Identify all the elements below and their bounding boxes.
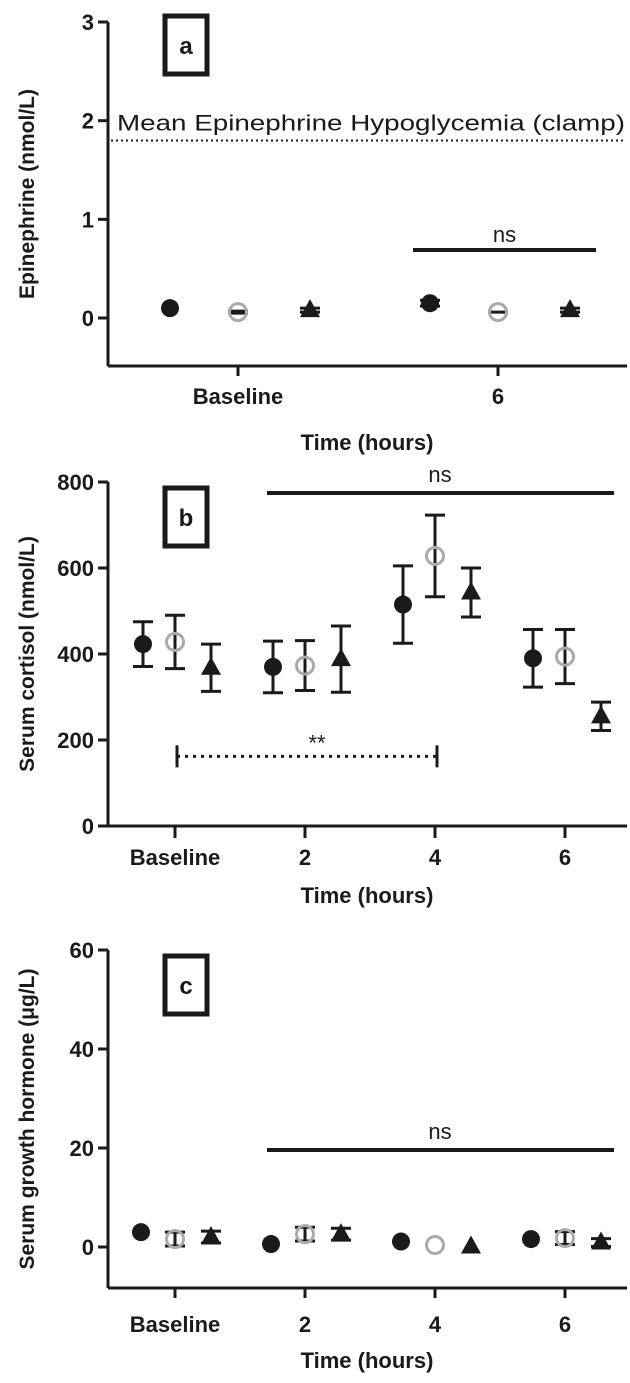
data-point-triangle <box>331 1223 351 1242</box>
panel-b: 0 200 400 600 800 Baseline 2 4 6 Time (hours) Seru… <box>16 462 627 908</box>
y-tick-label: 1 <box>82 207 94 232</box>
panel-c: 0 20 40 60 Baseline 2 4 6 Time (hours) Serum grow… <box>16 938 627 1373</box>
data-point-filled-circle <box>421 294 439 313</box>
significance-label: ns <box>428 462 451 487</box>
x-tick-label: 6 <box>559 1312 571 1337</box>
significance-label: ns <box>428 1119 451 1144</box>
x-axis-label: Time (hours) <box>301 883 434 908</box>
x-tick-label: 4 <box>429 1312 442 1337</box>
data-point-triangle <box>461 581 481 600</box>
data-point-open-circle <box>425 1235 445 1256</box>
data-point-triangle <box>201 656 221 675</box>
data-point-open-circle <box>295 1224 315 1245</box>
x-tick-label: Baseline <box>130 1312 221 1337</box>
x-tick-label: 2 <box>299 1312 311 1337</box>
x-tick-label: 6 <box>492 384 504 409</box>
x-tick-label: Baseline <box>193 384 284 409</box>
y-axis-label: Serum cortisol (nmol/L) <box>16 536 39 772</box>
data-point-filled-circle <box>524 649 542 668</box>
data-point-filled-circle <box>262 1235 280 1254</box>
y-tick-label: 40 <box>70 1037 94 1062</box>
data-point-filled-circle <box>264 657 282 676</box>
y-tick-label: 20 <box>70 1136 94 1161</box>
data-point-triangle <box>331 648 351 667</box>
data-point-open-circle <box>425 545 445 566</box>
reference-line-label: Mean Epinephrine Hypoglycemia (clamp) <box>117 111 625 136</box>
data-point-triangle <box>591 1231 611 1250</box>
data-point-triangle <box>560 299 580 318</box>
y-tick-label: 0 <box>82 814 94 839</box>
y-tick-label: 800 <box>57 470 94 495</box>
data-point-open-circle <box>555 1228 575 1249</box>
panel-label-box <box>162 485 210 549</box>
panel-label: c <box>179 973 192 1000</box>
data-point-filled-circle <box>161 299 179 318</box>
panel-label-box <box>162 13 210 77</box>
y-tick-label: 3 <box>82 10 94 35</box>
y-tick-label: 2 <box>82 109 94 134</box>
data-point-open-circle <box>165 1229 185 1250</box>
y-tick-label: 0 <box>82 1235 94 1260</box>
data-point-triangle <box>461 1235 481 1254</box>
data-point-open-circle <box>228 302 248 323</box>
data-point-triangle <box>300 299 320 318</box>
y-tick-label: 0 <box>82 306 94 331</box>
panel-label: b <box>179 505 194 532</box>
y-tick-label: 400 <box>57 642 94 667</box>
data-point-triangle <box>591 705 611 724</box>
panel-label-box <box>162 953 210 1017</box>
y-tick-label: 600 <box>57 556 94 581</box>
y-axis-label: Epinephrine (nmol/L) <box>16 89 39 299</box>
y-tick-label: 60 <box>70 938 94 963</box>
x-tick-label: 6 <box>559 845 571 870</box>
panel-label: a <box>179 33 193 60</box>
significance-label: ns <box>493 222 516 247</box>
data-point-filled-circle <box>134 635 152 654</box>
data-point-triangle <box>201 1226 221 1245</box>
data-point-filled-circle <box>132 1223 150 1242</box>
data-point-filled-circle <box>392 1232 410 1251</box>
x-tick-label: Baseline <box>130 845 221 870</box>
data-point-open-circle <box>295 655 315 676</box>
y-axis-label: Serum growth hormone (μg/L) <box>16 968 39 1269</box>
significance-label: ** <box>308 730 326 755</box>
data-point-filled-circle <box>522 1230 540 1249</box>
x-axis-label: Time (hours) <box>301 1348 434 1373</box>
data-point-open-circle <box>555 646 575 667</box>
x-axis-label: Time (hours) <box>301 430 434 455</box>
data-point-open-circle <box>165 631 185 652</box>
data-point-filled-circle <box>394 595 412 614</box>
panel-a: 0 1 2 3 Baseline 6 Time (hours) Epinephrine (nm… <box>16 10 627 455</box>
x-tick-label: 4 <box>429 845 442 870</box>
data-point-open-circle <box>488 302 508 323</box>
y-tick-label: 200 <box>57 728 94 753</box>
x-tick-label: 2 <box>299 845 311 870</box>
